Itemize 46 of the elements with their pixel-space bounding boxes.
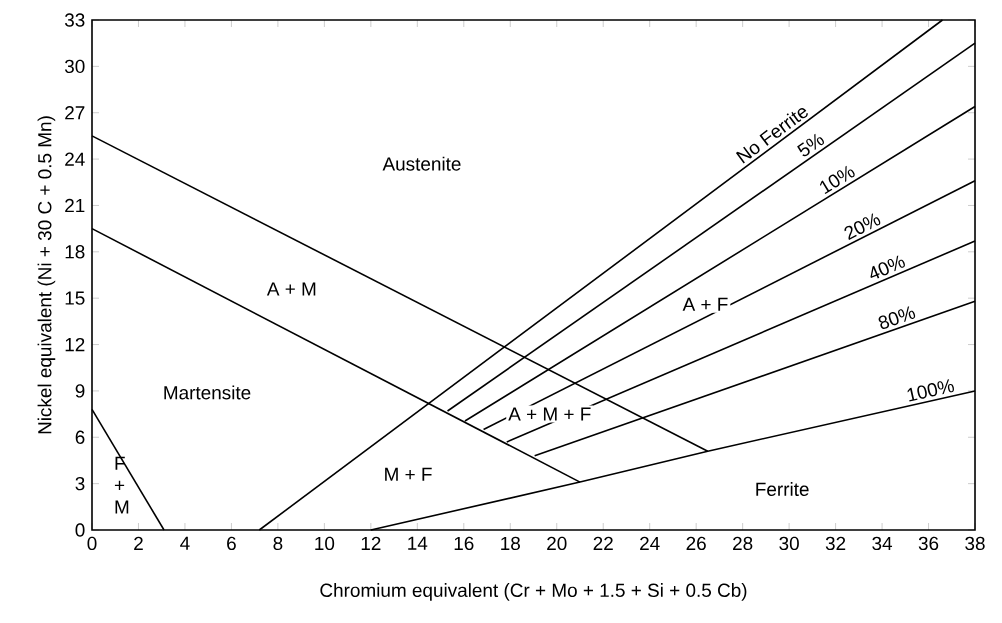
y-tick-label: 33	[64, 13, 85, 27]
x-tick-label: 22	[593, 536, 613, 550]
x-tick-label: 4	[180, 536, 190, 550]
x-tick-label: 20	[547, 536, 567, 551]
x-tick-label: 6	[227, 536, 236, 551]
y-axis-title: Nickel equivalent (Ni + 30 C + 0.5 Mn)	[37, 116, 56, 434]
x-tick-label: 0	[87, 536, 97, 551]
y-tick-label: 27	[65, 106, 85, 120]
x-tick-label: 30	[779, 536, 799, 551]
text: 10%	[820, 165, 855, 195]
y-tick-label: 3	[75, 476, 85, 491]
y-tick-label: 18	[65, 245, 85, 259]
x-tick-label: 24	[640, 536, 660, 550]
text: 40%	[870, 255, 905, 279]
x-axis-title: Chromium equivalent (Cr + Mo + 1.5 + Si + 0.5 Cb)	[320, 583, 747, 601]
x-tick-label: 34	[872, 536, 893, 551]
annotation: Austenite	[382, 156, 461, 171]
x-tick-label: 18	[501, 536, 520, 551]
annotation: M + F	[385, 467, 432, 481]
y-tick-label: 21	[65, 198, 85, 213]
annotation: A + F	[682, 297, 728, 311]
x-tick-label: 10	[315, 536, 335, 551]
y-tick-label: 30	[64, 59, 85, 74]
x-tick-label: 28	[733, 536, 753, 551]
annotation: A + M + F	[508, 407, 591, 421]
y-tick-label: 24	[65, 152, 85, 166]
y-tick-label: 15	[65, 291, 85, 305]
annotation: Ferrite	[756, 482, 809, 496]
y-tick-label: 9	[75, 384, 85, 398]
text: 80%	[878, 306, 916, 329]
x-tick-label: 12	[361, 536, 381, 550]
annotation: Martensite	[164, 385, 251, 400]
text: 20%	[844, 213, 881, 241]
y-tick-label: 0	[75, 523, 85, 537]
x-tick-label: 38	[965, 536, 985, 551]
x-tick-label: 8	[273, 536, 283, 551]
x-tick-label: 16	[454, 536, 474, 551]
x-tick-label: 36	[918, 536, 939, 551]
x-tick-label: 2	[134, 536, 143, 550]
x-tick-label: 14	[408, 536, 428, 550]
x-tick-label: 26	[686, 536, 706, 551]
annotation: A + M	[266, 282, 316, 296]
y-tick-label: 12	[65, 337, 85, 352]
x-tick-label: 32	[825, 536, 846, 551]
text: 100%	[907, 379, 955, 402]
y-tick-label: 6	[75, 430, 85, 444]
